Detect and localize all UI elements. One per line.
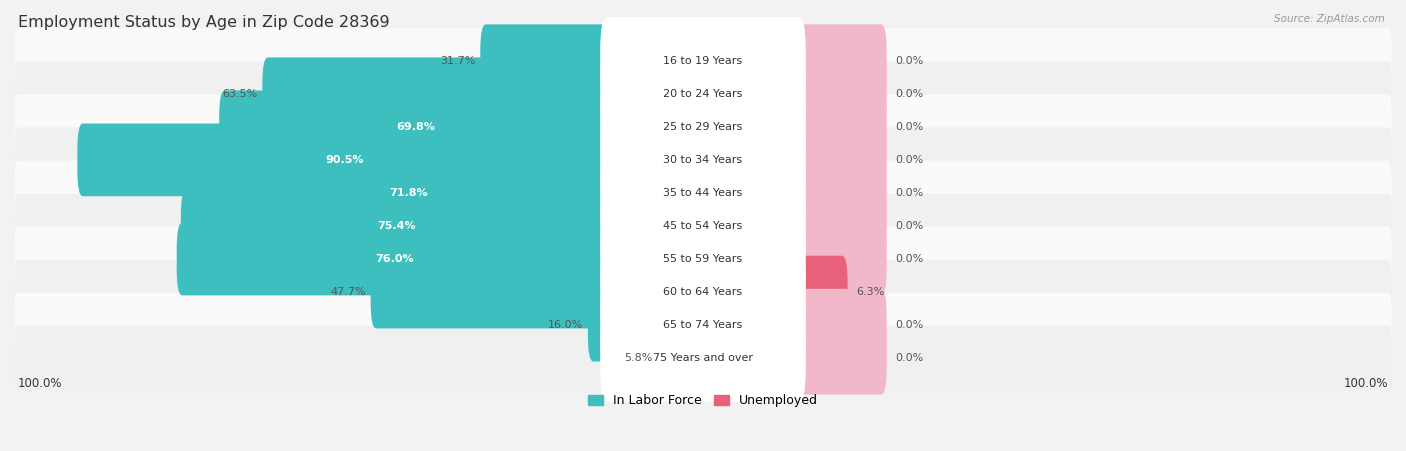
FancyBboxPatch shape (600, 149, 806, 237)
Text: 0.0%: 0.0% (894, 254, 924, 264)
Text: 76.0%: 76.0% (375, 254, 413, 264)
FancyBboxPatch shape (481, 24, 613, 97)
Text: 31.7%: 31.7% (440, 56, 475, 66)
FancyBboxPatch shape (181, 189, 613, 262)
Text: 75 Years and over: 75 Years and over (652, 353, 754, 363)
Text: 0.0%: 0.0% (894, 320, 924, 330)
FancyBboxPatch shape (793, 57, 887, 130)
FancyBboxPatch shape (793, 91, 887, 163)
Text: 75.4%: 75.4% (377, 221, 416, 231)
FancyBboxPatch shape (14, 61, 1392, 126)
FancyBboxPatch shape (588, 289, 613, 362)
FancyBboxPatch shape (205, 156, 613, 229)
FancyBboxPatch shape (14, 193, 1392, 258)
Text: 47.7%: 47.7% (330, 287, 366, 297)
Text: 65 to 74 Years: 65 to 74 Years (664, 320, 742, 330)
FancyBboxPatch shape (600, 216, 806, 303)
FancyBboxPatch shape (14, 94, 1392, 159)
FancyBboxPatch shape (600, 17, 806, 104)
FancyBboxPatch shape (263, 57, 613, 130)
Text: 35 to 44 Years: 35 to 44 Years (664, 188, 742, 198)
FancyBboxPatch shape (793, 223, 887, 295)
Text: 5.8%: 5.8% (624, 353, 652, 363)
FancyBboxPatch shape (793, 322, 887, 395)
Text: 63.5%: 63.5% (222, 89, 257, 99)
Legend: In Labor Force, Unemployed: In Labor Force, Unemployed (583, 389, 823, 412)
Text: 0.0%: 0.0% (894, 188, 924, 198)
Text: 0.0%: 0.0% (894, 155, 924, 165)
Text: 30 to 34 Years: 30 to 34 Years (664, 155, 742, 165)
Text: 0.0%: 0.0% (894, 221, 924, 231)
Text: Employment Status by Age in Zip Code 28369: Employment Status by Age in Zip Code 283… (18, 15, 389, 30)
FancyBboxPatch shape (14, 161, 1392, 226)
Text: 0.0%: 0.0% (894, 122, 924, 132)
FancyBboxPatch shape (371, 256, 613, 328)
FancyBboxPatch shape (600, 83, 806, 170)
Text: 55 to 59 Years: 55 to 59 Years (664, 254, 742, 264)
Text: 25 to 29 Years: 25 to 29 Years (664, 122, 742, 132)
Text: 16.0%: 16.0% (548, 320, 583, 330)
FancyBboxPatch shape (219, 91, 613, 163)
FancyBboxPatch shape (793, 189, 887, 262)
Text: 100.0%: 100.0% (1344, 377, 1388, 391)
FancyBboxPatch shape (600, 281, 806, 369)
FancyBboxPatch shape (793, 289, 887, 362)
Text: 90.5%: 90.5% (326, 155, 364, 165)
FancyBboxPatch shape (607, 322, 664, 395)
FancyBboxPatch shape (14, 128, 1392, 192)
FancyBboxPatch shape (14, 28, 1392, 93)
Text: Source: ZipAtlas.com: Source: ZipAtlas.com (1274, 14, 1385, 23)
Text: 20 to 24 Years: 20 to 24 Years (664, 89, 742, 99)
FancyBboxPatch shape (793, 24, 887, 97)
FancyBboxPatch shape (793, 256, 848, 328)
Text: 16 to 19 Years: 16 to 19 Years (664, 56, 742, 66)
FancyBboxPatch shape (77, 124, 613, 196)
FancyBboxPatch shape (14, 293, 1392, 358)
Text: 60 to 64 Years: 60 to 64 Years (664, 287, 742, 297)
Text: 45 to 54 Years: 45 to 54 Years (664, 221, 742, 231)
Text: 0.0%: 0.0% (894, 89, 924, 99)
Text: 100.0%: 100.0% (18, 377, 62, 391)
FancyBboxPatch shape (600, 314, 806, 402)
FancyBboxPatch shape (793, 124, 887, 196)
Text: 71.8%: 71.8% (389, 188, 429, 198)
Text: 0.0%: 0.0% (894, 56, 924, 66)
FancyBboxPatch shape (600, 182, 806, 270)
Text: 6.3%: 6.3% (856, 287, 884, 297)
FancyBboxPatch shape (14, 260, 1392, 324)
FancyBboxPatch shape (600, 50, 806, 138)
FancyBboxPatch shape (600, 116, 806, 203)
Text: 69.8%: 69.8% (396, 122, 436, 132)
FancyBboxPatch shape (793, 156, 887, 229)
FancyBboxPatch shape (177, 223, 613, 295)
FancyBboxPatch shape (600, 249, 806, 336)
FancyBboxPatch shape (14, 326, 1392, 391)
FancyBboxPatch shape (14, 227, 1392, 291)
Text: 0.0%: 0.0% (894, 353, 924, 363)
